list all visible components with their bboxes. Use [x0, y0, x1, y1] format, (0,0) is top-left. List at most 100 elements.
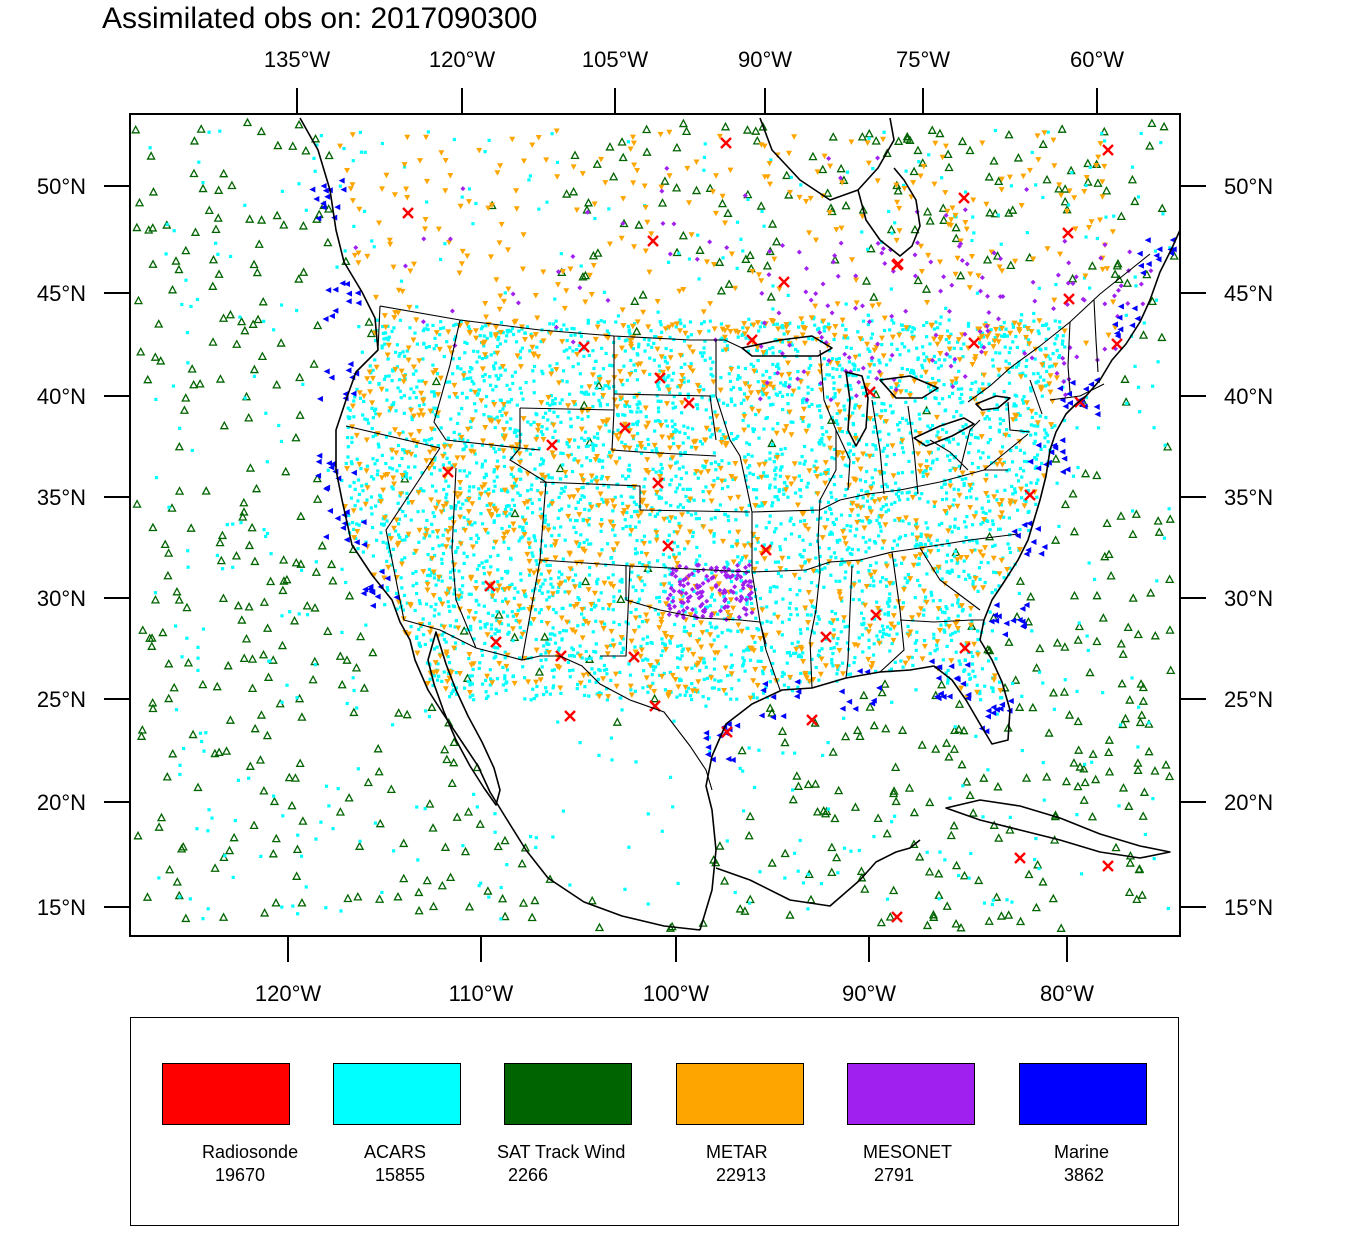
acars-mark — [381, 517, 385, 521]
acars-mark — [815, 569, 819, 573]
sat-wind-mark — [882, 828, 892, 838]
acars-mark — [404, 534, 409, 539]
acars-mark — [810, 448, 814, 452]
acars-mark — [556, 720, 560, 724]
sat-wind-mark — [880, 679, 890, 688]
acars-mark — [347, 513, 351, 518]
acars-mark — [506, 328, 511, 332]
sat-wind-mark — [777, 726, 788, 735]
acars-mark — [480, 325, 485, 329]
sat-wind-mark — [136, 731, 147, 740]
acars-mark — [820, 440, 824, 444]
acars-mark — [677, 551, 681, 555]
sat-wind-mark — [530, 895, 540, 905]
acars-mark — [204, 731, 208, 735]
acars-mark — [776, 560, 781, 564]
acars-mark — [644, 657, 648, 661]
acars-mark — [667, 390, 672, 395]
acars-mark — [907, 459, 911, 463]
acars-mark — [969, 486, 973, 490]
acars-mark — [1079, 872, 1084, 876]
sat-wind-mark — [464, 902, 475, 911]
acars-mark — [1082, 276, 1087, 280]
acars-mark — [1036, 371, 1040, 376]
acars-mark — [756, 659, 760, 663]
metar-mark — [675, 444, 682, 451]
sat-wind-mark — [163, 570, 173, 580]
sat-wind-mark — [1150, 630, 1160, 640]
acars-mark — [571, 578, 575, 583]
acars-mark — [534, 836, 538, 840]
sat-wind-mark — [292, 871, 302, 880]
acars-mark — [504, 688, 508, 692]
acars-mark — [1163, 443, 1167, 447]
acars-mark — [288, 610, 292, 614]
metar-mark — [852, 354, 859, 361]
acars-mark — [857, 353, 862, 357]
sat-wind-mark — [1052, 638, 1062, 647]
acars-mark — [580, 464, 584, 468]
acars-mark — [621, 527, 625, 531]
acars-mark — [866, 313, 870, 317]
acars-mark — [1018, 413, 1022, 418]
sat-wind-mark — [992, 892, 1002, 901]
acars-mark — [206, 829, 210, 833]
acars-mark — [523, 697, 527, 701]
sat-wind-mark — [723, 208, 733, 217]
acars-mark — [565, 327, 569, 331]
acars-mark — [501, 683, 505, 687]
acars-mark — [635, 378, 640, 382]
sat-wind-mark — [238, 512, 248, 521]
acars-mark — [548, 692, 553, 696]
sat-wind-mark — [745, 250, 755, 260]
sat-wind-mark — [181, 913, 191, 923]
acars-mark — [493, 830, 497, 834]
acars-mark — [509, 329, 513, 333]
metar-mark — [1109, 229, 1116, 235]
acars-mark — [767, 486, 772, 490]
acars-mark — [1054, 282, 1058, 287]
acars-mark — [1035, 481, 1039, 485]
sat-wind-mark — [1165, 574, 1175, 584]
acars-mark — [346, 425, 350, 430]
acars-mark — [1084, 183, 1088, 188]
acars-mark — [678, 318, 682, 322]
acars-mark — [569, 417, 573, 421]
acars-mark — [201, 917, 205, 921]
acars-mark — [1007, 516, 1011, 520]
acars-mark — [1004, 359, 1008, 363]
acars-mark — [440, 579, 444, 583]
metar-mark — [706, 490, 713, 496]
acars-mark — [747, 648, 751, 652]
acars-mark — [427, 715, 432, 719]
metar-mark — [621, 508, 628, 514]
acars-mark — [795, 613, 800, 617]
acars-mark — [1034, 457, 1038, 461]
metar-mark — [1101, 163, 1108, 170]
acars-mark — [547, 475, 551, 480]
sat-wind-mark — [609, 171, 619, 181]
acars-mark — [565, 380, 569, 384]
acars-mark — [391, 547, 395, 551]
acars-mark — [799, 631, 803, 635]
acars-mark — [721, 433, 725, 437]
metar-mark — [576, 512, 583, 518]
acars-mark — [843, 494, 847, 498]
acars-mark — [962, 540, 966, 544]
acars-mark — [773, 371, 777, 376]
acars-mark — [655, 534, 659, 538]
acars-mark — [846, 336, 850, 340]
acars-mark — [352, 527, 356, 532]
acars-mark — [975, 683, 979, 687]
acars-mark — [848, 383, 852, 388]
acars-mark — [405, 437, 409, 441]
sat-wind-mark — [225, 309, 236, 319]
sat-wind-mark — [510, 632, 520, 642]
acars-mark — [794, 607, 798, 611]
acars-mark — [482, 604, 486, 608]
acars-mark — [678, 657, 682, 661]
acars-mark — [679, 643, 683, 648]
metar-mark — [763, 383, 770, 389]
acars-mark — [668, 483, 672, 487]
acars-mark — [888, 649, 892, 653]
